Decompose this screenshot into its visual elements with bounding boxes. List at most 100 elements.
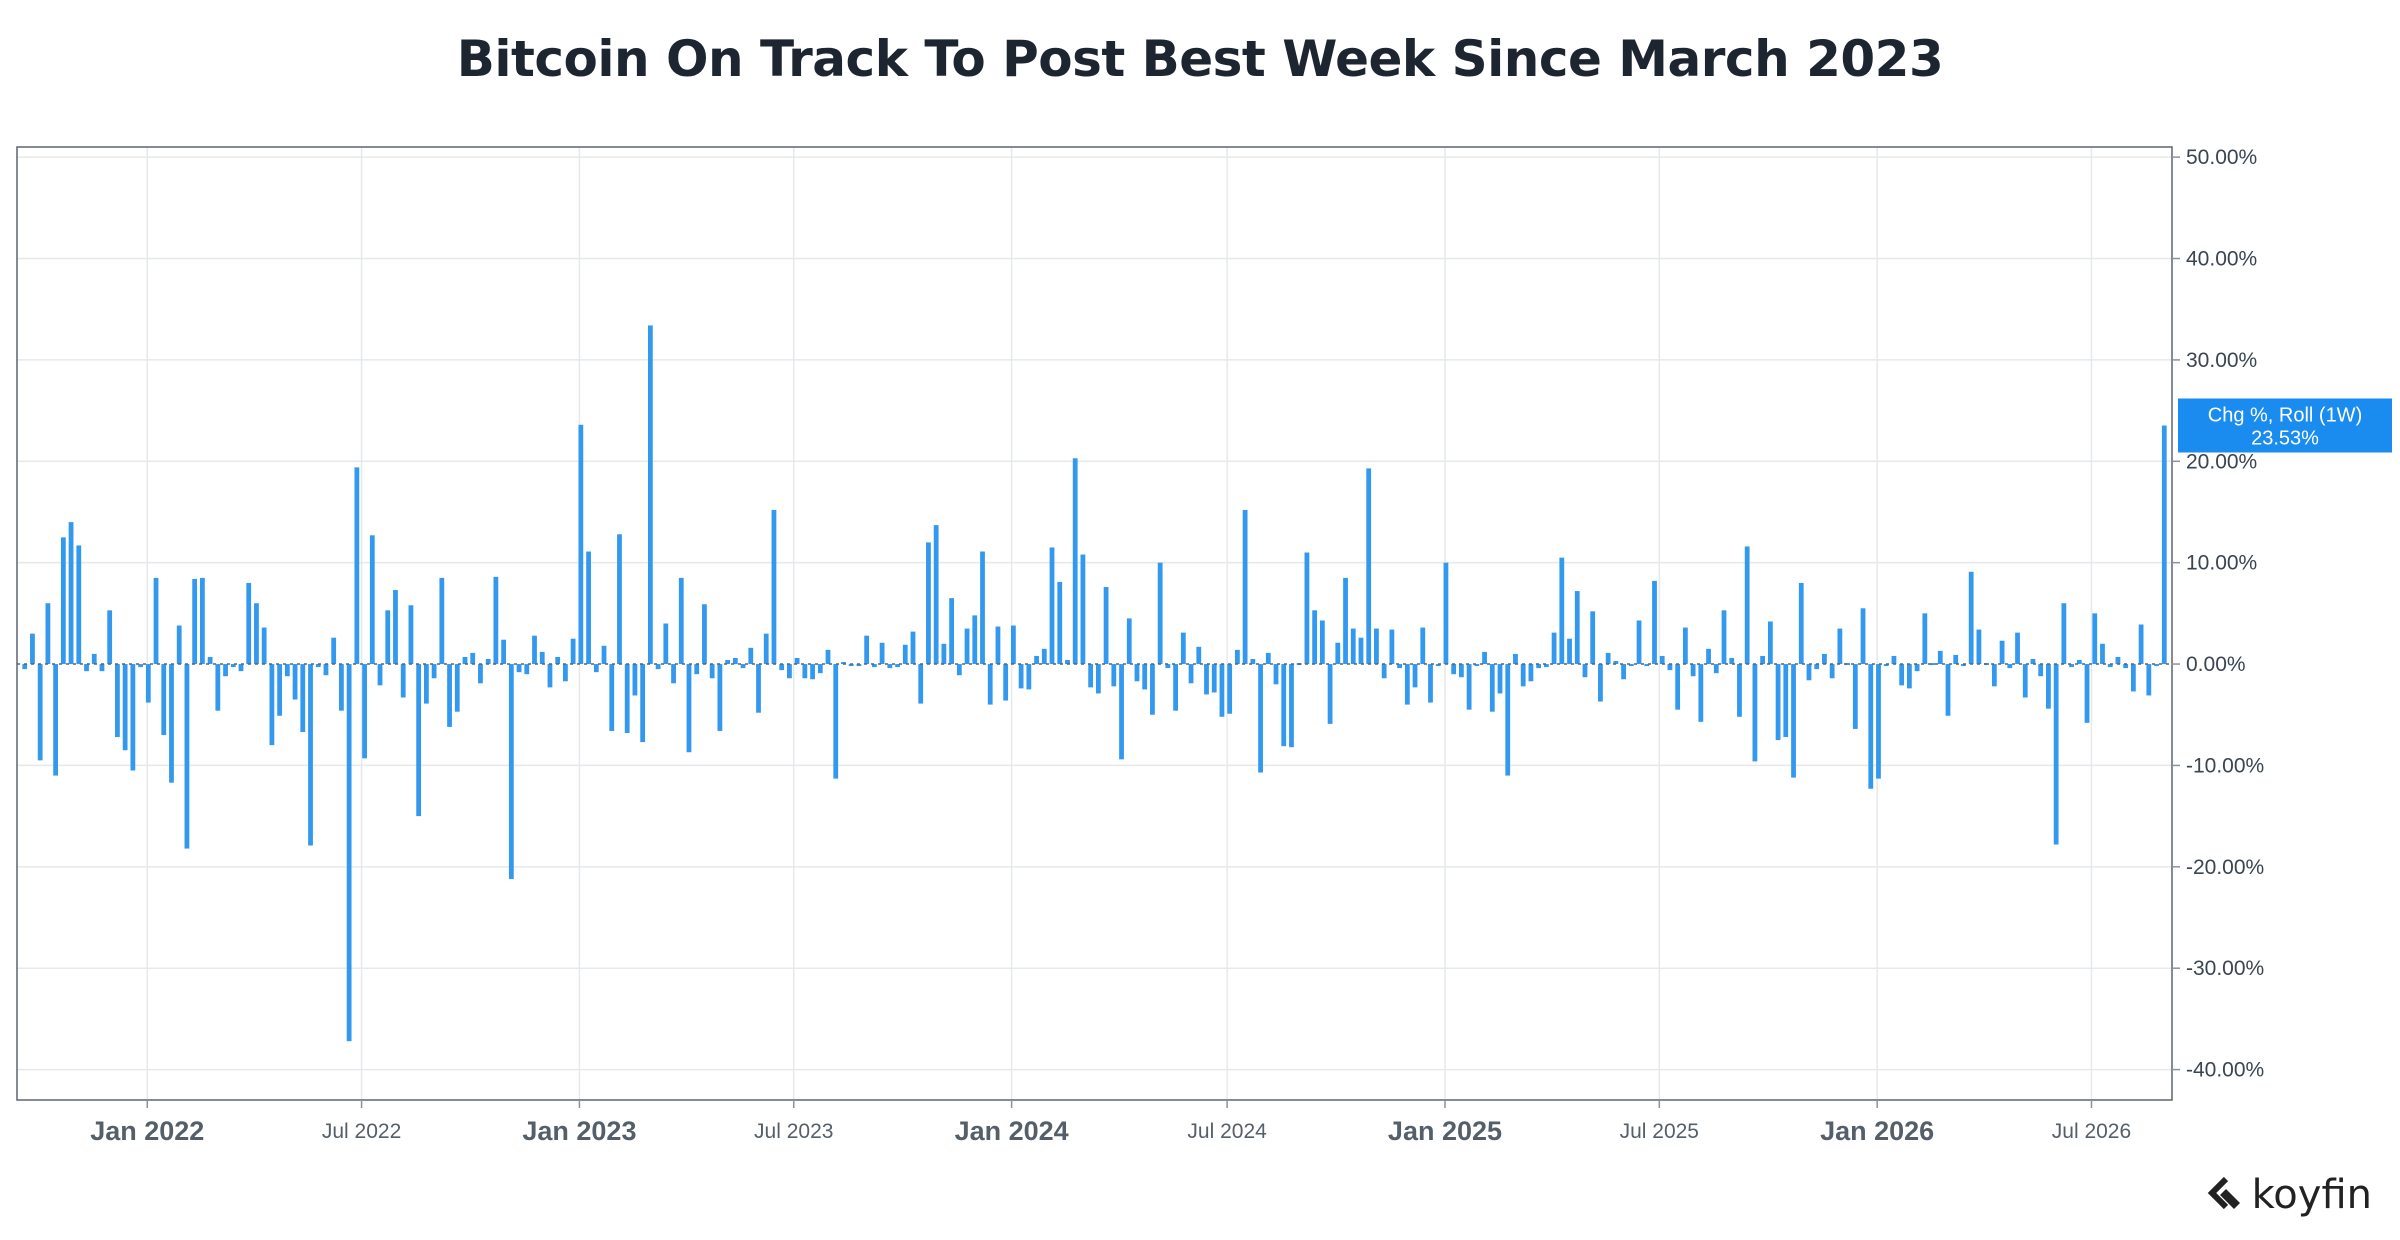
bar — [1489, 664, 1495, 712]
bar — [377, 664, 383, 686]
bar — [153, 577, 159, 665]
bar — [864, 635, 870, 665]
bar — [586, 551, 591, 665]
bar — [1528, 664, 1534, 682]
bar — [261, 627, 267, 665]
bar — [1080, 554, 1086, 665]
bar — [192, 578, 198, 665]
bar — [76, 545, 82, 665]
bar — [1675, 664, 1681, 710]
bar — [300, 664, 306, 732]
bar — [1636, 620, 1642, 665]
callout-background — [2178, 398, 2392, 453]
bar — [493, 576, 499, 665]
bar — [2030, 658, 2036, 665]
bar — [725, 660, 730, 665]
bar — [215, 664, 221, 711]
bar — [1922, 613, 1928, 665]
bar — [539, 651, 545, 665]
grid-lines — [17, 147, 2172, 1100]
chart-title: Bitcoin On Track To Post Best Week Since… — [456, 30, 1944, 88]
bar — [817, 664, 823, 674]
bar — [972, 615, 978, 665]
bar — [207, 656, 213, 665]
bar — [887, 664, 893, 669]
bar — [416, 664, 422, 817]
bar — [871, 664, 877, 668]
bar — [223, 664, 228, 677]
bar — [292, 664, 298, 700]
bar — [825, 649, 831, 665]
bar — [910, 631, 916, 665]
bar — [1906, 664, 1912, 689]
bar — [848, 664, 854, 667]
bar — [1482, 651, 1487, 665]
bar — [1551, 632, 1557, 665]
bar — [995, 626, 1001, 665]
bar — [1775, 664, 1781, 741]
x-tick-label: Jul 2025 — [1620, 1120, 1699, 1143]
bar — [2076, 660, 2082, 665]
bar — [1204, 664, 1209, 695]
bar — [30, 633, 35, 665]
bar — [277, 664, 283, 716]
bar — [2069, 664, 2074, 668]
bar — [431, 664, 437, 679]
bar — [879, 642, 885, 665]
bar — [647, 325, 653, 665]
bar — [1883, 664, 1889, 667]
bar — [254, 603, 259, 665]
bar — [99, 664, 105, 672]
bar — [1026, 664, 1032, 690]
bar — [1358, 637, 1364, 665]
bar — [1389, 629, 1395, 665]
bar — [1150, 664, 1155, 715]
bar — [1065, 660, 1070, 665]
bar — [138, 664, 143, 668]
bar — [578, 424, 584, 665]
bar — [1721, 610, 1727, 665]
bar — [1273, 664, 1279, 685]
bar — [1798, 582, 1804, 665]
bar — [2146, 664, 2152, 696]
x-tick-label: Jul 2023 — [754, 1120, 833, 1143]
bar — [1095, 664, 1101, 694]
bar — [1474, 664, 1480, 667]
koyfin-logo-text: koyfin — [2251, 1172, 2372, 1218]
bar — [1196, 646, 1202, 665]
bar — [454, 664, 460, 712]
bar — [1860, 608, 1866, 665]
last-value-callout: Chg %, Roll (1W) 23.53% — [2178, 398, 2392, 453]
bar — [802, 664, 808, 679]
bar — [485, 658, 491, 665]
bar — [717, 664, 723, 731]
koyfin-logo: koyfin — [2206, 1172, 2372, 1218]
x-tick-label: Jan 2022 — [90, 1116, 204, 1146]
bar — [1366, 468, 1372, 665]
bar — [199, 577, 205, 665]
bar — [933, 525, 939, 665]
bar — [1057, 581, 1063, 665]
bar — [895, 664, 900, 668]
bar — [532, 635, 537, 665]
bar — [354, 467, 360, 665]
bar — [1968, 571, 1974, 665]
bar — [1049, 547, 1055, 665]
bar — [230, 664, 236, 668]
x-tick-label: Jul 2024 — [1187, 1120, 1267, 1143]
bar — [1034, 655, 1039, 665]
x-tick-label: Jul 2022 — [322, 1120, 401, 1143]
bar — [702, 604, 707, 665]
bar — [1791, 664, 1796, 778]
bar — [462, 656, 468, 665]
bar — [423, 664, 429, 704]
bar — [122, 664, 128, 751]
bar — [763, 633, 769, 665]
bar — [593, 664, 599, 673]
bar — [1574, 591, 1580, 665]
bar — [1350, 628, 1356, 665]
bar — [1451, 664, 1457, 675]
bar — [1520, 664, 1526, 687]
bar — [346, 664, 352, 1042]
bar — [145, 664, 151, 703]
